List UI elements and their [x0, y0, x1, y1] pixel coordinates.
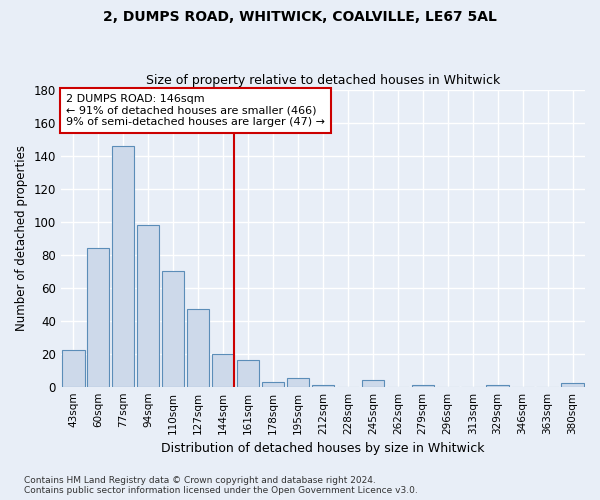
Bar — [137, 225, 160, 386]
Bar — [212, 354, 234, 386]
Text: 2 DUMPS ROAD: 146sqm
← 91% of detached houses are smaller (466)
9% of semi-detac: 2 DUMPS ROAD: 146sqm ← 91% of detached h… — [66, 94, 325, 127]
Bar — [412, 385, 434, 386]
Text: Contains HM Land Registry data © Crown copyright and database right 2024.
Contai: Contains HM Land Registry data © Crown c… — [24, 476, 418, 495]
Bar — [287, 378, 309, 386]
Bar — [237, 360, 259, 386]
Bar — [362, 380, 384, 386]
Bar — [87, 248, 109, 386]
Bar — [487, 385, 509, 386]
Bar — [311, 385, 334, 386]
Bar — [561, 384, 584, 386]
Title: Size of property relative to detached houses in Whitwick: Size of property relative to detached ho… — [146, 74, 500, 87]
Y-axis label: Number of detached properties: Number of detached properties — [15, 145, 28, 331]
Bar — [262, 382, 284, 386]
X-axis label: Distribution of detached houses by size in Whitwick: Distribution of detached houses by size … — [161, 442, 485, 455]
Bar — [62, 350, 85, 386]
Bar — [112, 146, 134, 386]
Bar — [162, 271, 184, 386]
Text: 2, DUMPS ROAD, WHITWICK, COALVILLE, LE67 5AL: 2, DUMPS ROAD, WHITWICK, COALVILLE, LE67… — [103, 10, 497, 24]
Bar — [187, 309, 209, 386]
